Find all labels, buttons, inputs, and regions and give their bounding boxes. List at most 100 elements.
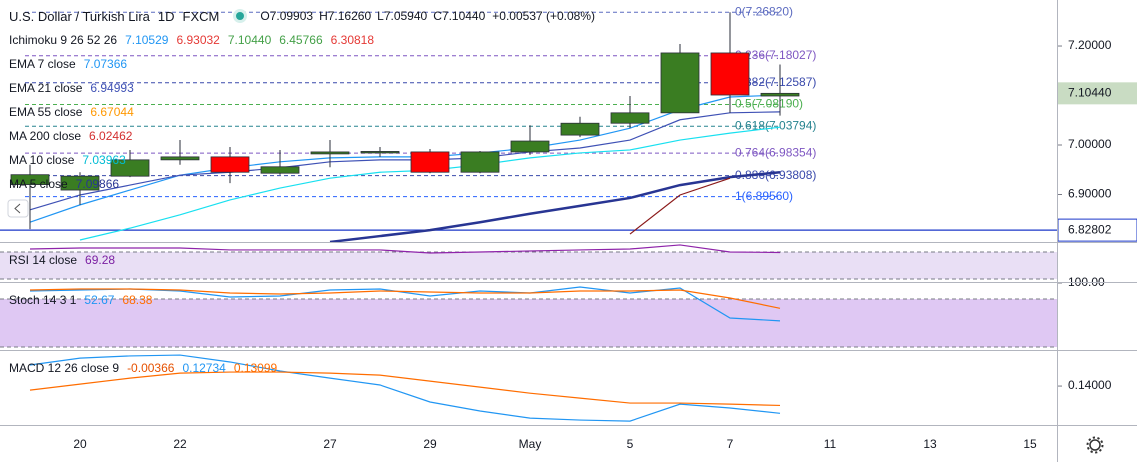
- legend-row: U.S. Dollar / Turkish Lira 1D FXCM O7.09903…: [8, 7, 596, 25]
- candle-body: [410, 151, 450, 173]
- indicator-value: 68.38: [122, 293, 153, 307]
- indicator-name: EMA 21 close: [9, 81, 83, 95]
- indicator-name: MA 10 close: [9, 153, 75, 167]
- fib-label: 0.618(7.03794): [735, 118, 816, 132]
- x-tick-label: 11: [824, 437, 837, 451]
- x-tick-label: 5: [627, 437, 634, 451]
- status-dot: [236, 12, 245, 20]
- candle-body: [160, 156, 200, 161]
- candle-body: [260, 166, 300, 174]
- indicator-line: [29, 94, 781, 223]
- legend-row: EMA 55 close 6.67044: [8, 103, 135, 121]
- ohlc-value: 7.10440: [441, 9, 486, 23]
- candle-body: [710, 52, 750, 96]
- ohlc-value: 7.16260: [327, 9, 372, 23]
- indicator-name: MACD 12 26 close 9: [9, 361, 120, 375]
- indicator-value: -0.00366: [127, 361, 175, 375]
- indicator-name: MA 5 close: [9, 177, 68, 191]
- legend-row: EMA 21 close 6.94993: [8, 79, 135, 97]
- change: +0.00537 (+0.08%): [492, 9, 596, 23]
- x-tick-label: 13: [923, 437, 937, 451]
- ohlc-item: H7.16260: [319, 9, 371, 23]
- candle-body: [510, 140, 550, 153]
- indicator-line: [629, 177, 731, 235]
- indicator-value: 6.30818: [330, 33, 375, 47]
- indicator-line: [79, 126, 781, 241]
- indicator-value: 0.12734: [182, 361, 226, 375]
- chevron-icon: [14, 203, 21, 214]
- fib-label: 1(6.89560): [735, 189, 793, 203]
- indicator-value: 6.94993: [90, 81, 134, 95]
- interval: 1D: [157, 8, 175, 24]
- gear-teeth: [1086, 436, 1104, 454]
- gear-ring: [1089, 439, 1101, 451]
- legend-row: EMA 7 close 7.07366: [8, 55, 128, 73]
- indicator-value: 0.13099: [233, 361, 278, 375]
- candle-body: [60, 175, 100, 191]
- ohlc-key: L: [377, 9, 384, 23]
- y-tick-label: 0.14000: [1068, 378, 1112, 392]
- candle-body: [210, 156, 250, 173]
- horizontal-line-label: 6.82802: [1068, 222, 1112, 236]
- x-tick-label: 27: [323, 437, 337, 451]
- chart-title: U.S. Dollar / Turkish Lira: [9, 8, 150, 24]
- x-tick-label: 7: [727, 437, 734, 451]
- indicator-name: MA 200 close: [9, 129, 82, 143]
- band: [0, 299, 1057, 347]
- source: FXCM: [182, 8, 220, 24]
- button-box[interactable]: [7, 199, 29, 218]
- ohlc-value: 7.05940: [383, 9, 428, 23]
- indicator-value: 6.02462: [89, 129, 133, 143]
- ohlc-item: O7.09903: [260, 9, 313, 23]
- indicator-name: RSI 14 close: [9, 253, 78, 267]
- ohlc-key: O: [260, 9, 270, 23]
- candle-body: [560, 122, 600, 136]
- indicator-value: 6.93032: [176, 33, 220, 47]
- indicator-line: [29, 111, 781, 211]
- indicator-name: Ichimoku 9 26 52 26: [9, 33, 118, 47]
- x-tick-label: May: [519, 437, 542, 451]
- last-price-label: 7.10440: [1068, 86, 1112, 100]
- x-tick-label: 22: [173, 437, 187, 451]
- indicator-value: 7.09866: [75, 177, 120, 191]
- fib-label: 0.886(6.93808): [735, 168, 816, 182]
- legend-row: MA 200 close 6.02462: [8, 127, 133, 145]
- last-price-box: [1058, 82, 1137, 105]
- legend-row: RSI 14 close 69.28: [8, 251, 116, 269]
- x-tick-label: 29: [423, 437, 437, 451]
- candle-body: [360, 151, 400, 154]
- legend-row: MACD 12 26 close 9 -0.00366 0.12734 0.13099: [8, 359, 278, 377]
- settings-icon[interactable]: [1086, 436, 1104, 454]
- indicator-value: 7.07366: [83, 57, 128, 71]
- plot-layer: 7.20000 7.00000 6.90000 0(7.26820) 0.236(7.1…: [0, 4, 1137, 451]
- indicator-value: 6.45766: [279, 33, 323, 47]
- fib-label: 0(7.26820): [735, 4, 793, 18]
- indicator-value: 6.67044: [90, 105, 134, 119]
- y-tick-label: 7.20000: [1068, 38, 1112, 52]
- x-tick-label: 15: [1023, 437, 1037, 451]
- indicator-value: 7.10440: [227, 33, 272, 47]
- indicator-value: 52.67: [84, 293, 115, 307]
- collapse-button[interactable]: [7, 199, 29, 218]
- legend-row: Ichimoku 9 26 52 26 7.10529 6.93032 7.10440…: [8, 31, 375, 49]
- indicator-value: 69.28: [85, 253, 116, 267]
- indicator-line: [29, 371, 781, 407]
- y-tick-label: 6.90000: [1068, 187, 1112, 201]
- legend-row: MA 10 close 7.03963: [8, 151, 127, 169]
- indicator-value: 7.10529: [125, 33, 169, 47]
- indicator-line: [329, 170, 781, 242]
- indicator-name: EMA 55 close: [9, 105, 83, 119]
- fib-label: 0.382(7.12587): [735, 75, 816, 89]
- ohlc-key: C: [433, 9, 442, 23]
- legend-row: Stoch 14 3 1 52.67 68.38: [8, 291, 153, 309]
- fib-label: 0.5(7.08190): [735, 97, 803, 111]
- fib-label: 0.764(6.98354): [735, 145, 816, 159]
- candle-body: [760, 92, 800, 97]
- indicator-name: Stoch 14 3 1: [9, 293, 77, 307]
- band: [0, 251, 1057, 280]
- legend-row: MA 5 close 7.09866: [8, 175, 120, 193]
- indicator-value: 7.03963: [82, 153, 126, 167]
- y-tick-label: 7.00000: [1068, 137, 1112, 151]
- indicator-name: EMA 7 close: [9, 57, 76, 71]
